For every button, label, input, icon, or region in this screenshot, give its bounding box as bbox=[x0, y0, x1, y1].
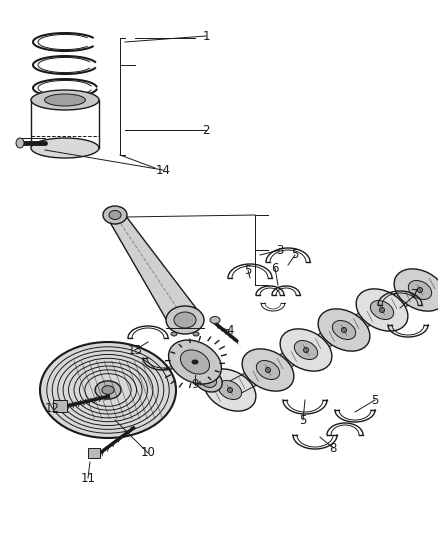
Text: 14: 14 bbox=[155, 164, 170, 176]
Ellipse shape bbox=[166, 306, 204, 334]
Ellipse shape bbox=[193, 332, 199, 336]
Polygon shape bbox=[226, 363, 272, 397]
Ellipse shape bbox=[174, 312, 196, 328]
Text: 4: 4 bbox=[226, 324, 234, 336]
Ellipse shape bbox=[379, 308, 385, 312]
Text: 8: 8 bbox=[329, 441, 337, 455]
Polygon shape bbox=[302, 323, 348, 357]
Ellipse shape bbox=[95, 381, 121, 399]
Text: 5: 5 bbox=[371, 393, 379, 407]
Ellipse shape bbox=[102, 386, 114, 394]
Ellipse shape bbox=[242, 349, 294, 391]
Text: 12: 12 bbox=[45, 401, 60, 415]
Ellipse shape bbox=[169, 340, 222, 384]
Text: 10: 10 bbox=[141, 447, 155, 459]
Ellipse shape bbox=[219, 381, 242, 400]
Ellipse shape bbox=[342, 327, 346, 333]
Ellipse shape bbox=[332, 320, 356, 340]
Ellipse shape bbox=[304, 348, 308, 352]
FancyBboxPatch shape bbox=[88, 448, 100, 458]
Ellipse shape bbox=[40, 342, 176, 438]
Ellipse shape bbox=[192, 360, 198, 364]
Ellipse shape bbox=[394, 269, 438, 311]
Text: 3: 3 bbox=[276, 244, 284, 256]
Text: 5: 5 bbox=[291, 248, 299, 262]
Ellipse shape bbox=[417, 287, 423, 293]
Ellipse shape bbox=[265, 367, 271, 373]
Ellipse shape bbox=[171, 332, 177, 336]
Polygon shape bbox=[264, 343, 310, 377]
Ellipse shape bbox=[256, 360, 279, 379]
Text: 7: 7 bbox=[411, 288, 419, 302]
Ellipse shape bbox=[204, 369, 256, 411]
Ellipse shape bbox=[294, 341, 318, 360]
Ellipse shape bbox=[356, 289, 408, 331]
Ellipse shape bbox=[103, 206, 127, 224]
Text: 6: 6 bbox=[271, 262, 279, 274]
Ellipse shape bbox=[31, 138, 99, 158]
FancyBboxPatch shape bbox=[53, 400, 67, 412]
Text: 11: 11 bbox=[81, 472, 95, 484]
Text: 13: 13 bbox=[127, 343, 142, 357]
Ellipse shape bbox=[45, 94, 85, 106]
Ellipse shape bbox=[210, 317, 220, 324]
Ellipse shape bbox=[371, 301, 394, 319]
Text: 1: 1 bbox=[202, 29, 210, 43]
Ellipse shape bbox=[227, 387, 233, 392]
Text: 2: 2 bbox=[202, 124, 210, 136]
Ellipse shape bbox=[194, 368, 222, 392]
Polygon shape bbox=[340, 303, 386, 337]
Text: 9: 9 bbox=[191, 378, 199, 392]
Ellipse shape bbox=[31, 90, 99, 110]
Ellipse shape bbox=[199, 373, 217, 387]
Ellipse shape bbox=[109, 211, 121, 220]
Ellipse shape bbox=[318, 309, 370, 351]
Ellipse shape bbox=[408, 280, 432, 300]
Ellipse shape bbox=[280, 329, 332, 371]
Polygon shape bbox=[108, 211, 198, 329]
Text: 5: 5 bbox=[244, 263, 252, 277]
Text: 5: 5 bbox=[299, 414, 307, 426]
Polygon shape bbox=[378, 283, 424, 317]
Ellipse shape bbox=[16, 138, 24, 148]
Ellipse shape bbox=[180, 350, 209, 374]
